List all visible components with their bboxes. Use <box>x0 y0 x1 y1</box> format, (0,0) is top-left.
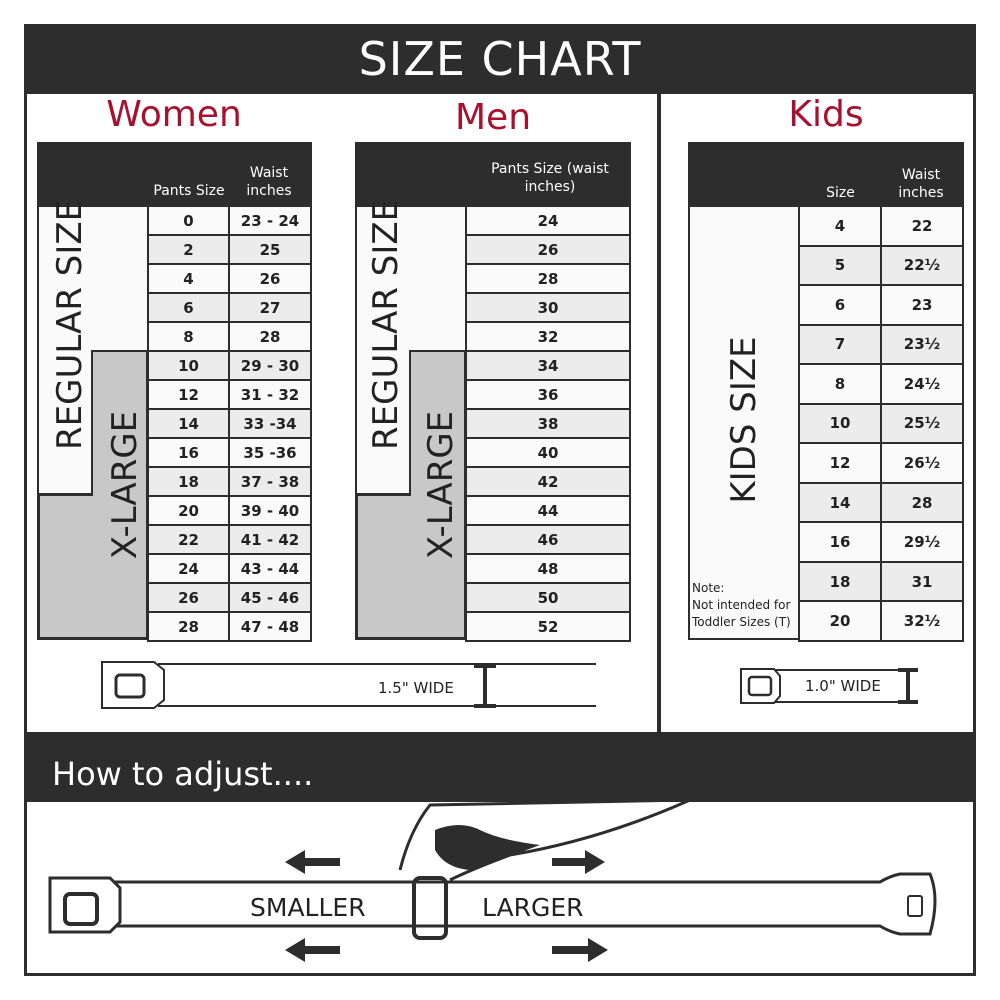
men-table-header: Pants Size (waist inches) <box>355 142 631 206</box>
women-pants-size-cell: 0 <box>147 205 230 236</box>
men-pants-size-cell: 52 <box>465 611 631 642</box>
kids-size-cell: 6 <box>798 284 882 326</box>
kids-waist-cell: 32½ <box>880 600 964 642</box>
men-pants-size-cell: 38 <box>465 408 631 439</box>
kids-note-title: Note: <box>692 581 725 595</box>
women-waist-cell: 47 - 48 <box>228 611 312 642</box>
men-size-panel <box>355 205 467 640</box>
men-pants-size-cell: 32 <box>465 321 631 352</box>
men-xlarge-label: X-LARGE <box>421 410 461 560</box>
women-col-waist: Waist inches <box>246 165 292 199</box>
women-table-header: Pants Size Waist inches <box>37 142 312 206</box>
men-pants-size-cell: 44 <box>465 495 631 526</box>
men-pants-size-cell: 40 <box>465 437 631 468</box>
men-pants-size-cell: 30 <box>465 292 631 323</box>
women-waist-cell: 28 <box>228 321 312 352</box>
kids-belt-width: 1.0" WIDE <box>805 677 881 695</box>
adjust-belt-illustration <box>48 800 937 962</box>
women-waist-cell: 41 - 42 <box>228 524 312 555</box>
kids-waist-cell: 29½ <box>880 521 964 563</box>
kids-size-cell: 16 <box>798 521 882 563</box>
women-waist-cell: 35 -36 <box>228 437 312 468</box>
men-pants-size-cell: 24 <box>465 205 631 236</box>
women-waist-cell: 26 <box>228 263 312 294</box>
men-pants-size-cell: 42 <box>465 466 631 497</box>
kids-table-header: Size Waist inches <box>688 142 964 206</box>
kids-waist-cell: 22½ <box>880 244 964 287</box>
kids-note: Note: Not intended for Toddler Sizes (T) <box>692 580 798 631</box>
women-xlarge-label: X-LARGE <box>105 410 145 560</box>
larger-label: LARGER <box>482 893 584 922</box>
women-title: Women <box>106 94 242 135</box>
women-pants-size-cell: 18 <box>147 466 230 497</box>
women-pants-size-cell: 6 <box>147 292 230 323</box>
women-pants-size-cell: 10 <box>147 350 230 381</box>
women-pants-size-cell: 24 <box>147 553 230 584</box>
kids-size-label: KIDS SIZE <box>724 336 764 504</box>
men-pants-size-cell: 50 <box>465 582 631 613</box>
kids-size-cell: 12 <box>798 442 882 484</box>
kids-size-cell: 8 <box>798 363 882 405</box>
kids-waist-cell: 26½ <box>880 442 964 484</box>
women-pants-size-cell: 14 <box>147 408 230 439</box>
women-pants-size-cell: 28 <box>147 611 230 642</box>
women-regular-label: REGULAR SIZE <box>50 199 90 450</box>
women-waist-cell: 25 <box>228 234 312 265</box>
kids-note-text: Not intended for Toddler Sizes (T) <box>692 598 791 629</box>
women-pants-size-cell: 16 <box>147 437 230 468</box>
adult-belt-illustration <box>101 661 596 709</box>
adjust-title: How to adjust.... <box>24 732 976 802</box>
kids-title: Kids <box>788 94 864 135</box>
kids-size-cell: 14 <box>798 481 882 524</box>
women-pants-size-cell: 2 <box>147 234 230 265</box>
kids-belt-illustration <box>740 668 918 704</box>
page-title: SIZE CHART <box>24 24 976 94</box>
women-waist-cell: 23 - 24 <box>228 205 312 236</box>
men-pants-size-cell: 26 <box>465 234 631 265</box>
men-regular-label: REGULAR SIZE <box>366 199 406 450</box>
kids-size-cell: 18 <box>798 560 882 603</box>
kids-size-panel <box>688 205 800 640</box>
kids-waist-cell: 25½ <box>880 402 964 445</box>
women-pants-size-cell: 8 <box>147 321 230 352</box>
women-waist-cell: 39 - 40 <box>228 495 312 526</box>
women-pants-size-cell: 20 <box>147 495 230 526</box>
women-col-pants: Pants Size <box>153 183 225 199</box>
women-waist-cell: 29 - 30 <box>228 350 312 381</box>
kids-waist-cell: 31 <box>880 560 964 603</box>
kids-size-cell: 20 <box>798 600 882 642</box>
women-pants-size-cell: 4 <box>147 263 230 294</box>
women-waist-cell: 33 -34 <box>228 408 312 439</box>
women-waist-cell: 45 - 46 <box>228 582 312 613</box>
men-title: Men <box>454 97 532 138</box>
men-pants-size-cell: 48 <box>465 553 631 584</box>
men-pants-size-cell: 28 <box>465 263 631 294</box>
women-waist-cell: 31 - 32 <box>228 379 312 410</box>
men-pants-size-cell: 46 <box>465 524 631 555</box>
smaller-label: SMALLER <box>250 893 366 922</box>
men-pants-size-cell: 34 <box>465 350 631 381</box>
kids-waist-cell: 23 <box>880 284 964 326</box>
women-pants-size-cell: 12 <box>147 379 230 410</box>
women-pants-size-cell: 22 <box>147 524 230 555</box>
kids-waist-cell: 23½ <box>880 323 964 366</box>
kids-size-cell: 10 <box>798 402 882 445</box>
women-waist-cell: 43 - 44 <box>228 553 312 584</box>
women-pants-size-cell: 26 <box>147 582 230 613</box>
kids-waist-cell: 28 <box>880 481 964 524</box>
women-size-panel <box>37 205 149 640</box>
women-waist-cell: 27 <box>228 292 312 323</box>
kids-size-cell: 7 <box>798 323 882 366</box>
kids-size-cell: 5 <box>798 244 882 287</box>
divider <box>657 94 661 732</box>
kids-size-cell: 4 <box>798 205 882 247</box>
men-pants-size-cell: 36 <box>465 379 631 410</box>
adult-belt-width: 1.5" WIDE <box>378 679 454 697</box>
kids-col-waist: Waist inches <box>898 167 944 201</box>
kids-col-size: Size <box>826 185 855 201</box>
kids-waist-cell: 24½ <box>880 363 964 405</box>
kids-waist-cell: 22 <box>880 205 964 247</box>
women-waist-cell: 37 - 38 <box>228 466 312 497</box>
men-col-pants: Pants Size (waist inches) <box>491 161 609 195</box>
